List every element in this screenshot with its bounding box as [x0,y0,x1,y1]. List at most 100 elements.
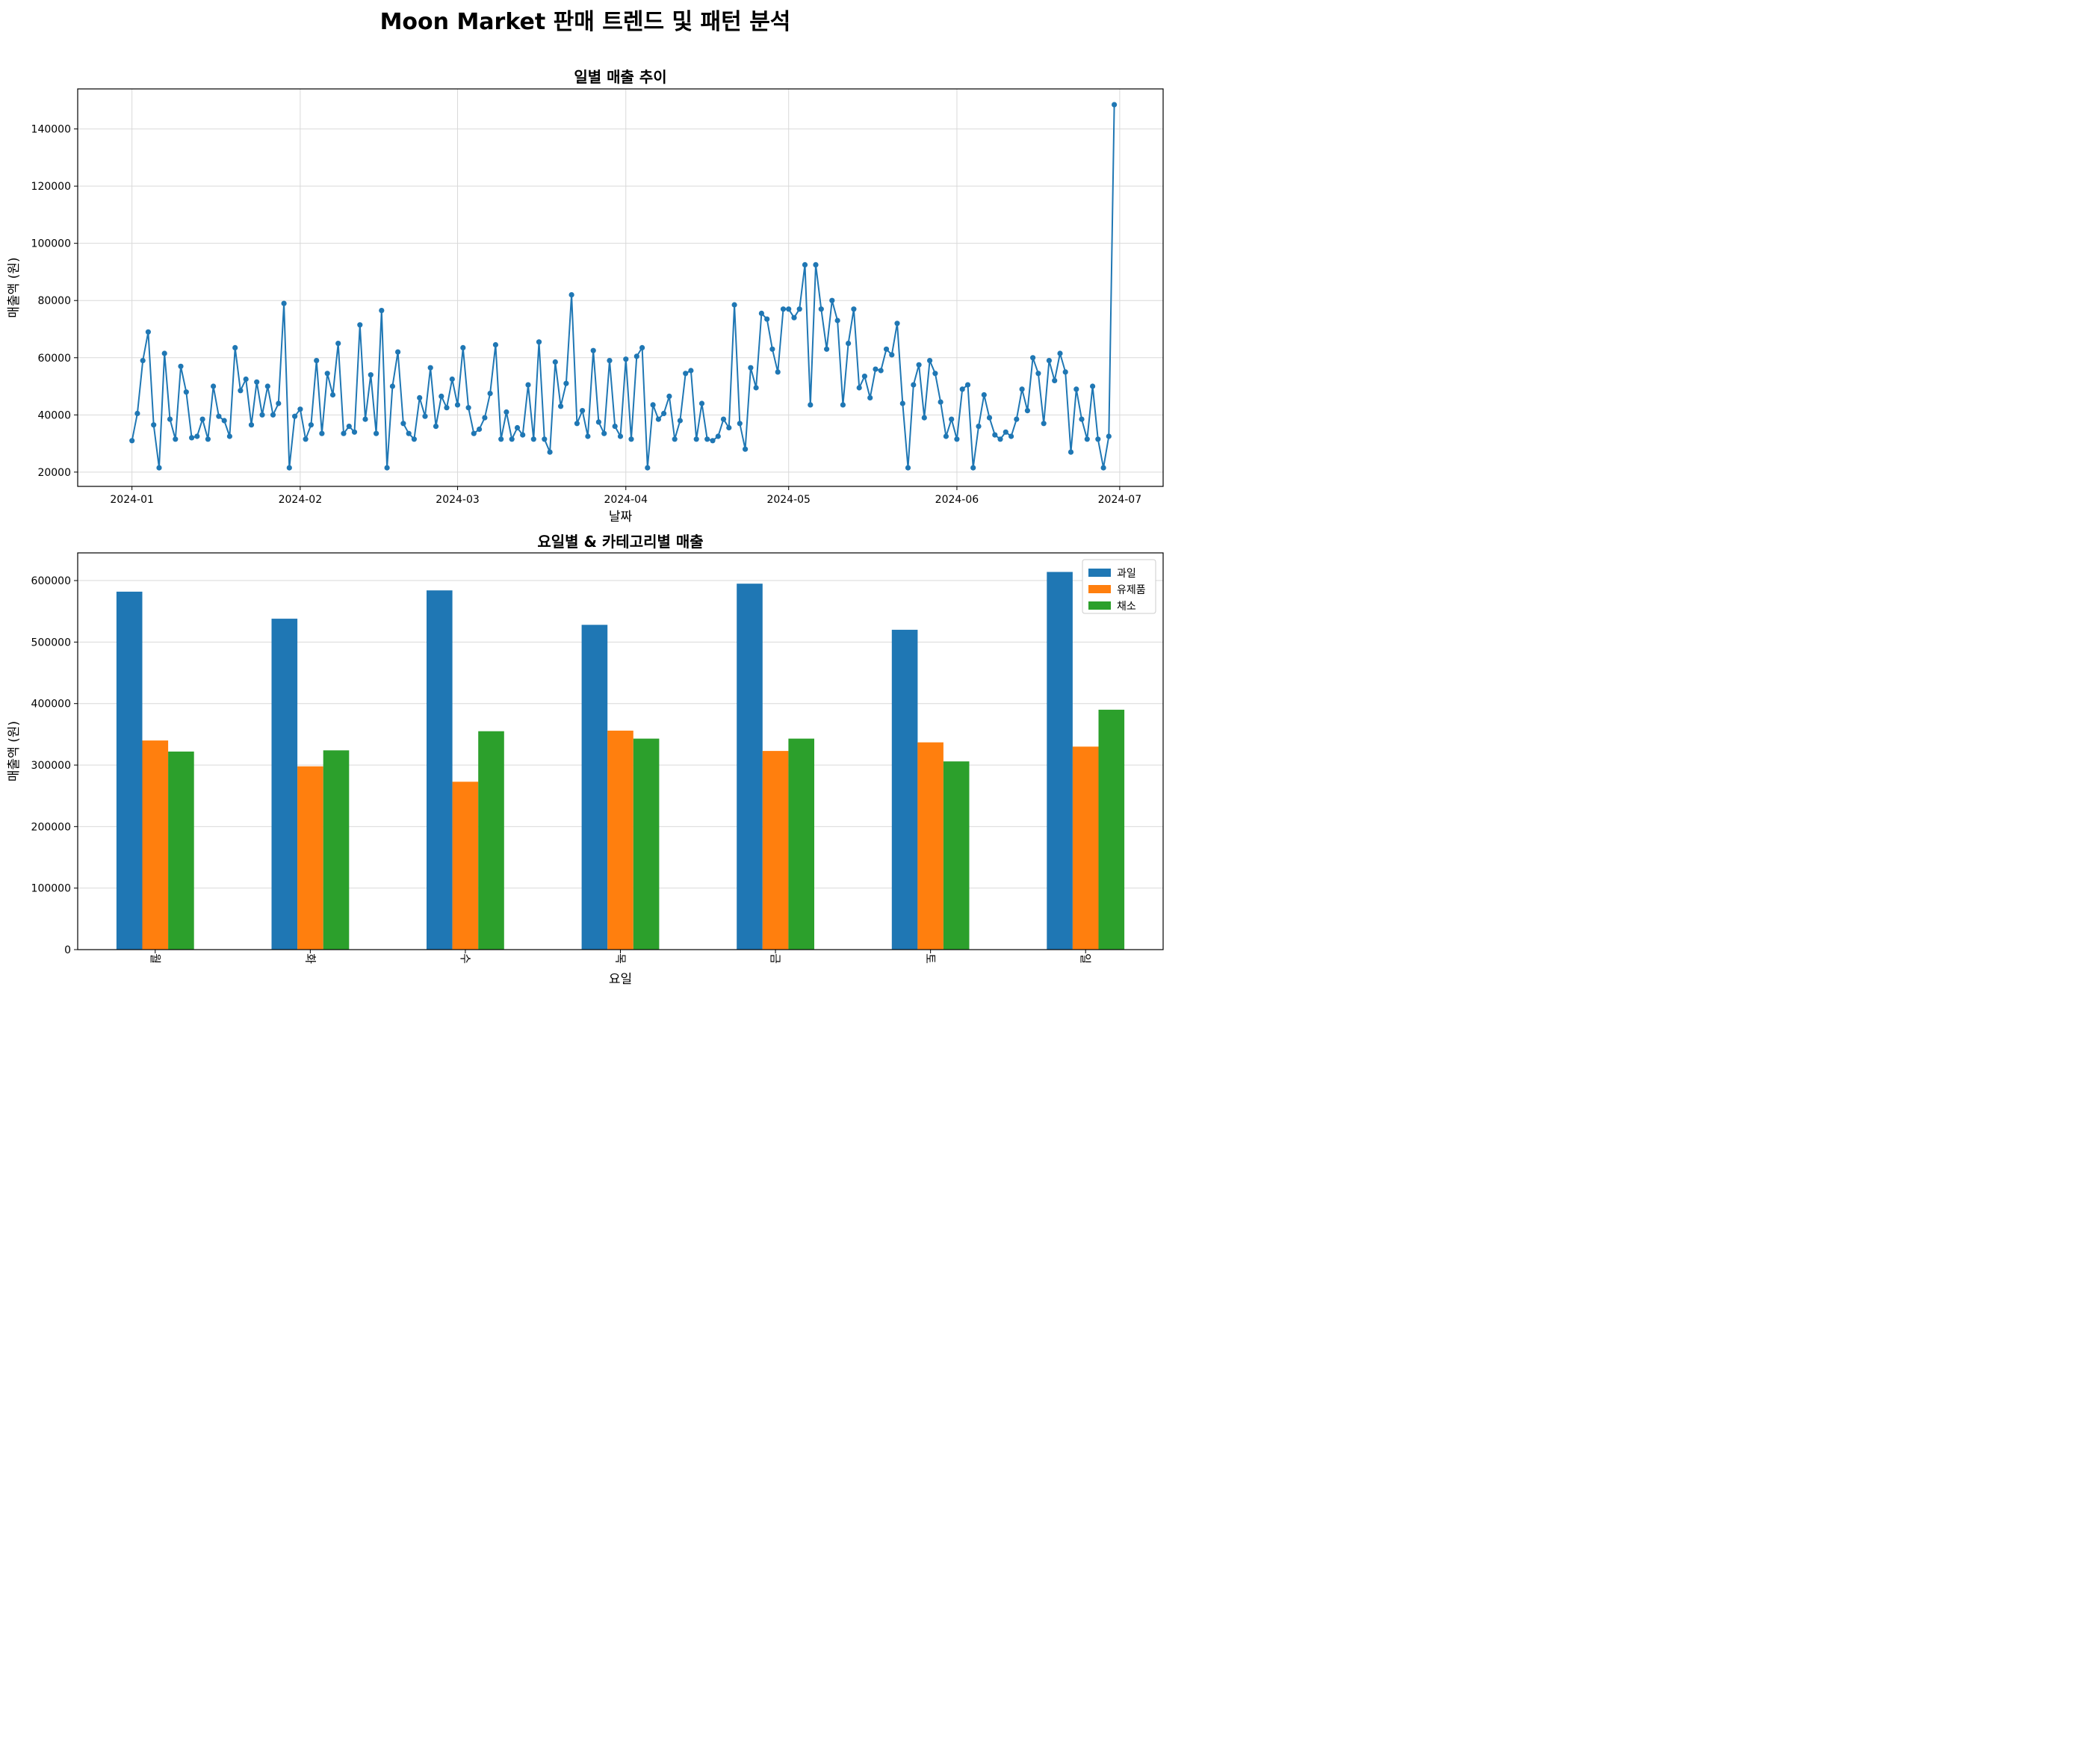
bar-ytick-label: 0 [64,944,71,956]
line-point [851,306,857,312]
line-point [1057,350,1063,356]
line-point [758,310,765,316]
legend-swatch [1088,585,1111,593]
line-point [183,389,189,395]
line-point [297,406,303,412]
line-point [1095,436,1101,442]
line-point [145,329,151,335]
line-point [379,308,385,314]
line-point [595,419,602,425]
line-point [818,306,824,312]
line-point [411,436,418,442]
line-ytick-label: 40000 [37,409,71,421]
bar-채소-수 [478,731,504,950]
line-point [487,391,493,397]
bar-ytick-label: 100000 [31,883,71,895]
line-point [748,365,754,371]
bar-과일-금 [737,584,763,950]
line-point [395,349,401,355]
line-point [769,346,775,352]
line-point [981,392,987,398]
line-point [916,362,922,368]
line-point [439,393,444,400]
line-point [932,371,938,377]
line-point [834,318,840,324]
line-point [498,436,504,442]
line-point [715,433,721,439]
line-x-axis-label: 날짜 [609,510,633,524]
line-point [433,424,439,430]
line-point [243,376,249,383]
bar-과일-수 [427,590,453,950]
line-point [894,321,900,327]
line-point [710,438,716,444]
line-point [542,436,548,442]
line-point [976,424,982,430]
bar-xtick-label: 수 [459,953,472,964]
line-point [389,383,396,389]
bar-과일-월 [116,591,143,950]
line-point [454,402,461,408]
line-point [927,358,933,364]
line-point [824,346,830,352]
line-ytick-label: 100000 [31,238,71,250]
line-point [308,422,314,428]
line-point [1019,386,1025,392]
line-point [1008,433,1014,439]
bar-유제품-수 [452,782,479,950]
line-point [949,416,955,422]
line-xtick-label: 2024-02 [279,494,323,506]
line-point [666,393,672,400]
line-point [661,410,667,417]
line-point [840,402,846,408]
bar-채소-월 [168,751,194,950]
line-point [698,400,705,406]
line-point [1041,421,1047,427]
line-point [194,433,200,439]
bar-ytick-label: 600000 [31,575,71,587]
bar-과일-일 [1047,572,1073,950]
line-point [607,358,613,364]
line-point [492,341,499,348]
line-point [720,416,727,422]
line-point [129,438,135,444]
legend-swatch [1088,601,1111,610]
line-point [536,339,542,345]
line-point [590,347,596,353]
figure: Moon Market 판매 트렌드 및 패턴 분석 20000 40000 600… [0,0,1171,994]
line-point [351,429,358,435]
line-point [617,433,624,439]
line-point [731,302,737,308]
line-point [628,436,634,442]
line-point [954,436,960,442]
line-point [151,422,157,428]
line-point [286,465,292,471]
line-point [846,341,852,347]
line-point [292,413,298,419]
line-point [1079,416,1085,422]
line-point [1046,358,1052,364]
line-point [580,408,586,414]
bar-유제품-목 [607,730,633,950]
bar-ytick-label: 300000 [31,760,71,772]
line-xtick-label: 2024-04 [604,494,648,506]
legend-label: 채소 [1117,601,1136,613]
line-point [329,392,336,398]
line-point [791,315,797,321]
line-point [444,405,450,411]
line-point [829,297,835,303]
line-point [568,292,574,298]
line-point [211,383,217,389]
line-point [406,430,412,436]
line-y-axis-label: 매출액 (원) [7,257,22,318]
bar-ytick-label: 400000 [31,699,71,711]
line-point [1052,377,1058,383]
line-point [780,306,787,312]
bar-xtick-label: 목 [614,953,628,964]
bar-채소-일 [1098,709,1125,950]
bar-y-axis-label: 매출액 (원) [7,721,22,782]
line-point [362,416,368,422]
line-point [259,412,265,418]
bar-채소-토 [943,761,970,950]
line-point [264,383,270,389]
